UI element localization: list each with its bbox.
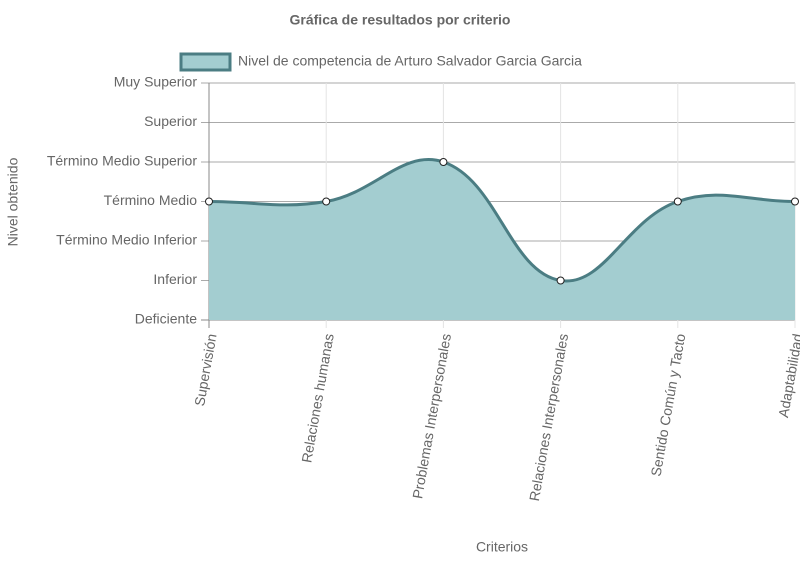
point xyxy=(791,197,799,206)
y-tick-label: Término Medio Superior xyxy=(47,153,198,169)
x-tick-label: Supervisión xyxy=(191,332,219,407)
y-tick-label: Muy Superior xyxy=(114,74,198,90)
x-tick-label: Relaciones humanas xyxy=(298,332,336,464)
x-tick-label: Sentido Común y Tacto xyxy=(648,332,689,477)
chart-title: Gráfica de resultados por criterio xyxy=(290,12,511,28)
area xyxy=(209,159,795,320)
y-tick-label: Término Medio Inferior xyxy=(56,232,197,248)
y-tick-label: Término Medio xyxy=(104,192,198,208)
x-tick-label: Problemas Interpersonales xyxy=(409,332,454,500)
legend-swatch xyxy=(179,52,232,72)
point xyxy=(205,197,213,206)
point xyxy=(439,158,448,166)
y-tick-label: Superior xyxy=(144,113,197,129)
x-tick-label: Relaciones Interpersonales xyxy=(526,332,571,502)
y-axis-title: Nivel obtenido xyxy=(5,157,21,246)
x-tick-label: Adaptabilidad xyxy=(775,332,800,418)
y-tick-label: Deficiente xyxy=(135,311,197,327)
point xyxy=(322,197,331,206)
x-axis-title: Criterios xyxy=(476,539,528,555)
point xyxy=(673,197,682,206)
y-tick-label: Inferior xyxy=(153,271,197,287)
point xyxy=(556,276,565,285)
legend-label: Nivel de competencia de Arturo Salvador … xyxy=(238,53,582,69)
